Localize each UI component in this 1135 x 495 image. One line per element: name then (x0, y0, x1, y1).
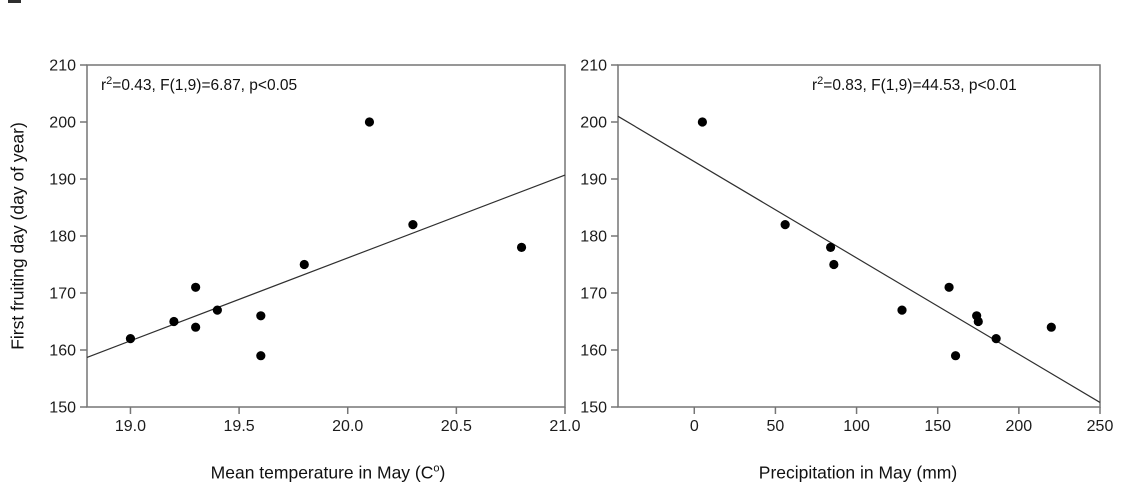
x-axis-tick-label: 20.0 (332, 418, 363, 435)
data-point (256, 351, 266, 361)
y-axis-tick-label: 150 (49, 400, 76, 417)
y-axis-tick-label: 190 (580, 172, 607, 189)
data-point (125, 334, 136, 344)
plot-frame (86, 64, 566, 408)
y-axis-tick-label: 210 (49, 58, 76, 75)
y-axis-tick-label: 170 (580, 286, 607, 303)
data-point (991, 334, 1001, 344)
x-axis-tick-label: 0 (690, 418, 699, 435)
data-point (408, 220, 418, 230)
y-axis-tick-label: 160 (580, 343, 607, 360)
data-point (191, 322, 201, 332)
y-axis-tick-label: 180 (580, 229, 607, 246)
data-point (364, 117, 375, 127)
data-point (516, 242, 527, 252)
data-point (973, 316, 983, 327)
y-axis-tick-label: 160 (49, 343, 76, 360)
stats-annotation-text: r (812, 77, 818, 94)
y-axis-title: First fruiting day (day of year) (7, 122, 28, 350)
data-point (897, 305, 907, 315)
x-axis-tick-label: 21.0 (549, 418, 580, 435)
data-point (212, 305, 222, 315)
top-edge-artifact (8, 0, 21, 3)
stats-annotation-temperature: r2=0.43, F(1,9)=6.87, p<0.05 (101, 74, 298, 96)
x-axis-tick-label: 200 (1006, 418, 1033, 435)
x-axis-tick-label: 100 (843, 418, 870, 435)
stats-annotation-precipitation: r2=0.83, F(1,9)=44.53, p<0.01 (812, 74, 1017, 96)
x-axis-tick-label: 20.5 (441, 418, 472, 435)
x-axis-title-text: Mean temperature in May (C (210, 462, 434, 483)
data-point (256, 311, 266, 321)
data-point (191, 282, 201, 292)
x-axis-tick-label: 19.0 (115, 418, 146, 435)
stats-annotation-text: =0.43, F(1,9)=6.87, p<0.05 (112, 77, 298, 94)
x-axis-tick-label: 50 (767, 418, 785, 435)
squared-superscript: 2 (817, 74, 824, 87)
y-axis-tick-label: 190 (49, 172, 76, 189)
data-point (950, 351, 961, 361)
x-axis-tick-label: 19.5 (224, 418, 255, 435)
x-axis-title-precipitation: Precipitation in May (mm) (758, 462, 958, 483)
y-axis-tick-label: 170 (49, 286, 76, 303)
regression-line (617, 115, 1101, 403)
y-axis-tick-label: 200 (49, 115, 76, 132)
y-axis-tick-label: 200 (580, 115, 607, 132)
stats-annotation-text: =0.83, F(1,9)=44.53, p<0.01 (823, 77, 1017, 94)
x-axis-title-temperature: Mean temperature in May (Co) (210, 462, 446, 483)
y-axis-tick-label: 180 (49, 229, 76, 246)
data-point (1046, 322, 1056, 332)
squared-superscript: 2 (106, 74, 113, 87)
regression-line (86, 174, 566, 358)
plot-frame (617, 64, 1101, 408)
stats-annotation-text: r (101, 77, 107, 94)
x-axis-tick-label: 250 (1087, 418, 1114, 435)
y-axis-tick-label: 210 (580, 58, 607, 75)
data-point (780, 220, 790, 230)
data-point (299, 259, 309, 270)
y-axis-tick-label: 150 (580, 400, 607, 417)
data-point (944, 282, 954, 292)
degree-superscript: o (433, 462, 440, 475)
data-point (169, 316, 179, 327)
x-axis-title-text: ) (439, 462, 446, 483)
x-axis-tick-label: 150 (924, 418, 951, 435)
data-point (829, 259, 839, 270)
data-point (697, 117, 707, 127)
data-point (825, 242, 836, 252)
